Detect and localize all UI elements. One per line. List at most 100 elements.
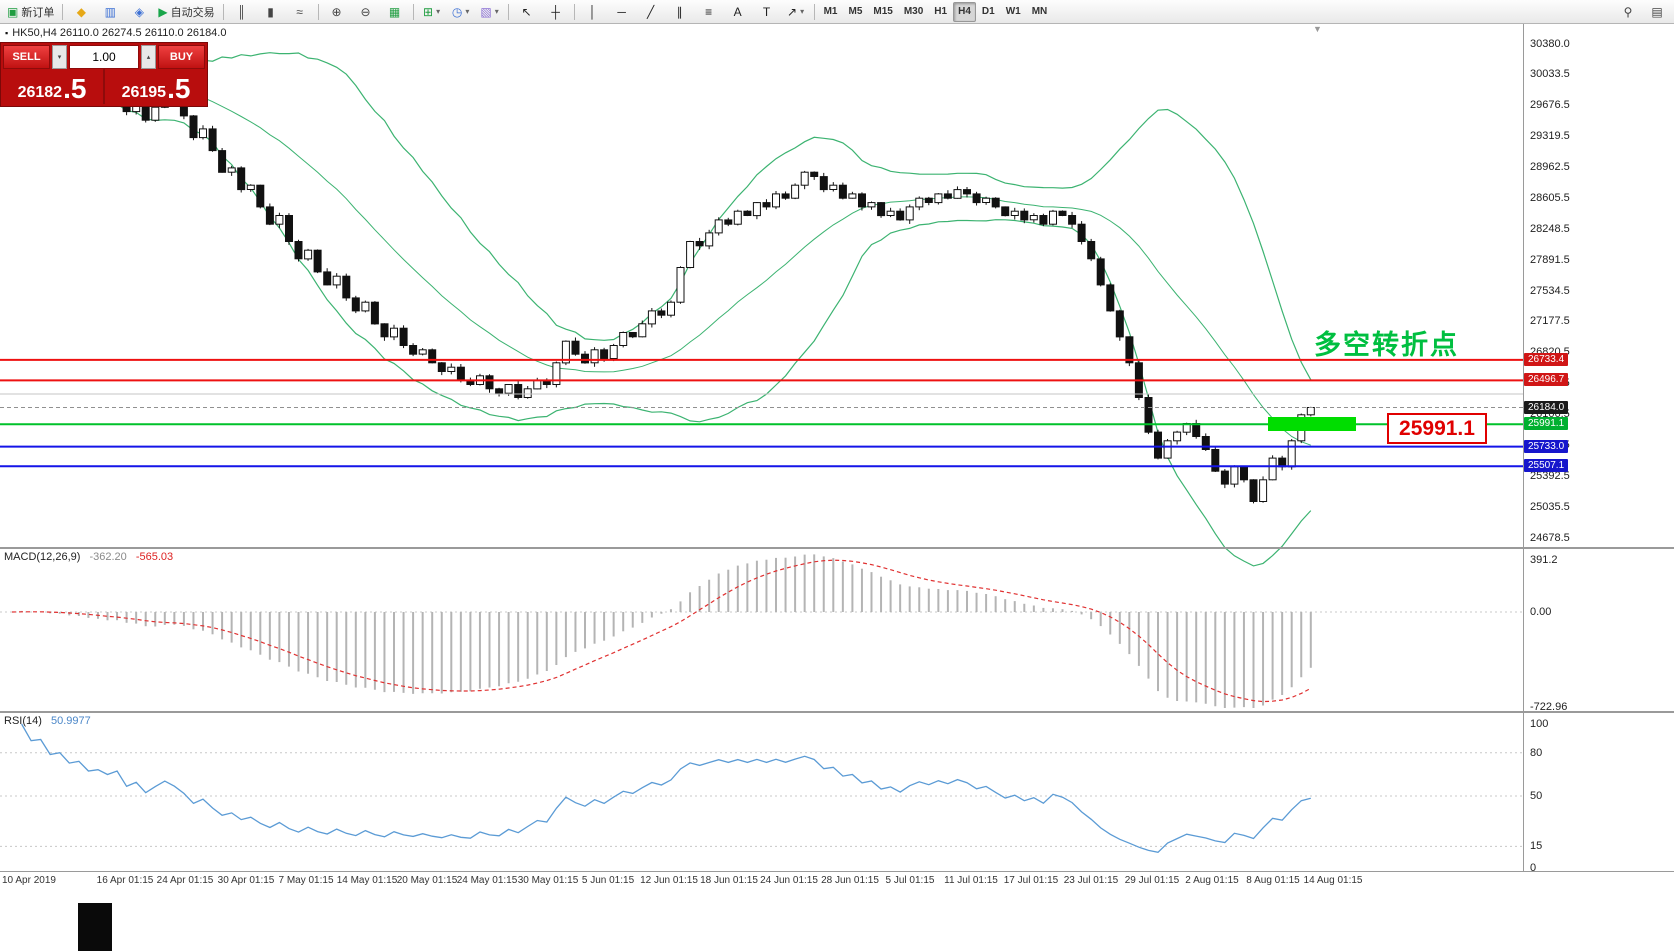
time-axis-label: 7 May 01:15 xyxy=(278,875,334,886)
rsi-pane-separator[interactable] xyxy=(0,711,1674,713)
time-axis-label: 28 Jun 01:15 xyxy=(821,875,879,886)
timeframe-mn-button[interactable]: MN xyxy=(1031,6,1048,17)
chart-title-text: HK50,H4 26110.0 26274.5 26110.0 26184.0 xyxy=(12,27,227,39)
navigator-icon: ◈ xyxy=(134,4,144,19)
timeframe-m1-button[interactable]: M1 xyxy=(823,6,838,17)
profiles-button[interactable]: ◆ xyxy=(67,1,95,23)
time-axis-label: 20 May 01:15 xyxy=(396,875,458,886)
zoom-in-icon: ⊕ xyxy=(331,4,342,19)
sell-price[interactable]: 26182 .5 xyxy=(1,69,103,104)
channel-icon: ∥ xyxy=(676,4,683,19)
rsi-axis-tick: 15 xyxy=(1530,840,1543,852)
text-button[interactable]: A xyxy=(724,1,752,23)
indicators-button[interactable]: ⊞ ▾ xyxy=(418,1,446,23)
label-button[interactable]: T xyxy=(753,1,781,23)
toolbar-separator xyxy=(222,3,224,20)
templates-button[interactable]: ▧ ▾ xyxy=(476,1,504,23)
rsi-axis-tick: 80 xyxy=(1530,747,1543,759)
search-icon: ⚲ xyxy=(1623,4,1633,19)
line-chart-icon: ≈ xyxy=(296,4,303,19)
new-window-button[interactable]: ▤ xyxy=(1643,1,1671,23)
chart-shift-marker[interactable]: ▼ xyxy=(1313,24,1322,34)
macd-value: -362.20 xyxy=(89,551,127,563)
vertical-line-button[interactable]: │ xyxy=(579,1,607,23)
toolbar-separator xyxy=(317,3,319,20)
volume-down-button[interactable]: ▾ xyxy=(52,45,67,69)
rsi-axis-tick: 100 xyxy=(1530,718,1549,730)
periods-button[interactable]: ◷ ▾ xyxy=(447,1,475,23)
crosshair-button[interactable]: ┼ xyxy=(542,1,570,23)
time-axis-label: 10 Apr 2019 xyxy=(2,875,56,886)
caret-down-icon: ▾ xyxy=(494,7,499,16)
search-button[interactable]: ⚲ xyxy=(1614,1,1642,23)
toolbar-separator xyxy=(573,3,575,20)
rsi-value: 50.9977 xyxy=(50,715,91,727)
zoom-out-button[interactable]: ⊖ xyxy=(352,1,380,23)
macd-header: MACD(12,26,9) -362.20 -565.03 xyxy=(4,551,173,563)
time-axis-label: 12 Jun 01:15 xyxy=(640,875,698,886)
price-axis-tick: 24678.5 xyxy=(1530,532,1570,544)
templates-icon: ▧ xyxy=(480,4,492,19)
toolbar-separator xyxy=(507,3,509,20)
zoom-out-icon: ⊖ xyxy=(360,4,371,19)
timeframe-h1-button[interactable]: H1 xyxy=(934,6,948,17)
time-axis-label: 8 Aug 01:15 xyxy=(1246,875,1300,886)
time-axis-label: 18 Jun 01:15 xyxy=(700,875,758,886)
time-axis-label: 24 Jun 01:15 xyxy=(760,875,818,886)
timeframe-h4-button[interactable]: H4 xyxy=(953,1,976,22)
autotrading-button[interactable]: ▶ 自动交易 xyxy=(154,1,218,23)
grid-button[interactable]: ▦ xyxy=(381,1,409,23)
navigator-button[interactable]: ◈ xyxy=(125,1,153,23)
sell-button[interactable]: SELL xyxy=(3,45,50,69)
timeframe-w1-button[interactable]: W1 xyxy=(1005,6,1021,17)
horizontal-line-button[interactable]: ─ xyxy=(608,1,636,23)
market-watch-button[interactable]: ▥ xyxy=(96,1,124,23)
timeframe-m15-button[interactable]: M15 xyxy=(873,6,893,17)
volume-input[interactable] xyxy=(69,45,139,69)
price-axis-border xyxy=(1523,24,1524,872)
autotrading-icon: ▶ xyxy=(158,4,168,19)
bar-chart-button[interactable]: ║ xyxy=(228,1,256,23)
macd-pane-separator[interactable] xyxy=(0,547,1674,549)
timeframe-d1-button[interactable]: D1 xyxy=(981,6,995,17)
trendline-button[interactable]: ╱ xyxy=(637,1,665,23)
caret-down-icon: ▾ xyxy=(800,7,805,16)
macd-plot xyxy=(0,554,1523,708)
rsi-axis-tick: 0 xyxy=(1530,862,1537,874)
bottom-strip xyxy=(0,889,1674,951)
time-axis-label: 24 Apr 01:15 xyxy=(156,875,214,886)
arrows-button[interactable]: ↗ ▾ xyxy=(782,1,810,23)
new-order-button[interactable]: ▣ 新订单 xyxy=(3,1,58,23)
zoom-in-button[interactable]: ⊕ xyxy=(323,1,351,23)
candles xyxy=(8,60,1315,504)
price-axis-badge: 25733.0 xyxy=(1524,440,1569,453)
buy-price[interactable]: 26195 .5 xyxy=(105,69,207,104)
time-axis-label: 16 Apr 01:15 xyxy=(96,875,154,886)
market-watch-icon: ▥ xyxy=(104,4,117,19)
price-axis-tick: 28248.5 xyxy=(1530,223,1570,235)
time-axis-label: 11 Jul 01:15 xyxy=(944,875,998,886)
toolbar-separator xyxy=(813,3,815,20)
price-axis-tick: 25035.5 xyxy=(1530,501,1570,513)
cursor-button[interactable]: ↖ xyxy=(513,1,541,23)
fibonacci-button[interactable]: ≡ xyxy=(695,1,723,23)
new-order-icon: ▣ xyxy=(7,4,19,19)
time-axis-label: 17 Jul 01:15 xyxy=(1003,875,1059,886)
candlestick-chart-icon: ▮ xyxy=(267,4,274,19)
buy-button[interactable]: BUY xyxy=(158,45,205,69)
price-axis-tick: 27891.5 xyxy=(1530,254,1570,266)
highlight-rectangle xyxy=(1268,417,1356,431)
channel-button[interactable]: ∥ xyxy=(666,1,694,23)
volume-up-button[interactable]: ▴ xyxy=(141,45,156,69)
price-axis-badge: 26184.0 xyxy=(1524,401,1569,414)
cursor-icon: ↖ xyxy=(521,4,532,19)
timeframe-m5-button[interactable]: M5 xyxy=(848,6,863,17)
crosshair-icon: ┼ xyxy=(551,4,560,19)
line-chart-button[interactable]: ≈ xyxy=(286,1,314,23)
timeframe-m30-button[interactable]: M30 xyxy=(903,6,924,17)
candlestick-chart-button[interactable]: ▮ xyxy=(257,1,285,23)
buy-price-pips: .5 xyxy=(167,73,191,105)
price-axis-badge: 25991.1 xyxy=(1524,417,1569,430)
